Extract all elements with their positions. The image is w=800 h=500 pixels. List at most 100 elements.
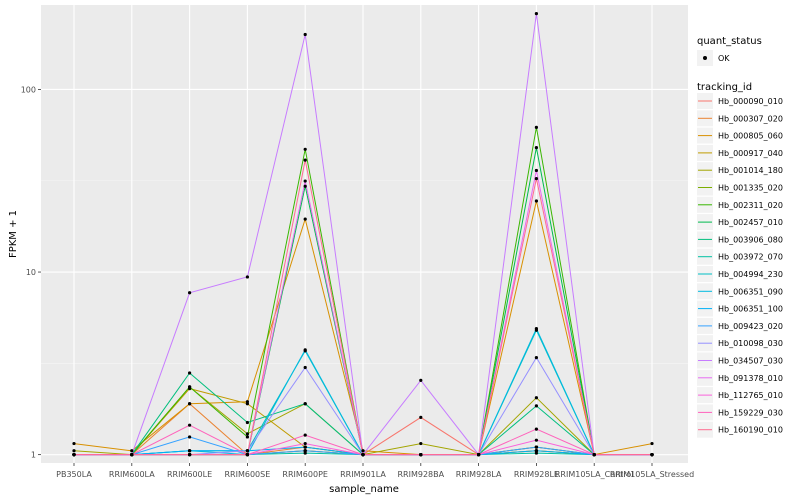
x-tick-label: PB350LA [56,470,92,479]
data-point-Hb_003972_070 [303,451,307,455]
legend-label: Hb_004994_230 [718,270,783,279]
data-point-Hb_010098_030 [245,449,249,453]
y-tick-label: 100 [21,85,36,94]
data-point-Hb_000805_060 [303,217,307,221]
x-tick-label: RRIM105LA_Control [555,470,634,479]
data-point-Hb_006351_100 [188,449,192,453]
data-point-Hb_160190_010 [361,453,365,457]
data-point-Hb_160190_010 [245,453,249,457]
legend-label: Hb_006351_100 [718,305,783,314]
data-point-Hb_160190_010 [534,176,539,181]
legend-label: Hb_112765_010 [718,391,783,400]
x-axis-title: sample_name [329,484,399,495]
data-point-Hb_002311_020 [188,385,192,389]
data-point-Hb_002457_010 [534,146,539,150]
y-axis-ticks: 1 10 100 [21,85,41,460]
x-tick-label: RRIM600PE [282,470,328,479]
data-point-Hb_001014_180 [534,396,539,400]
x-tick-label: RRIM928LE [514,470,559,479]
data-point-Hb_160190_010 [419,453,423,457]
data-point-Hb_034507_030 [188,291,192,295]
data-point-Hb_160190_010 [303,158,307,162]
legend-label: Hb_009423_020 [718,322,783,331]
data-point-Hb_010098_030 [303,365,307,370]
legend-label: Hb_010098_030 [718,339,783,348]
data-point-Hb_001014_180 [419,441,423,446]
legend: quant_status OK tracking_id Hb_000090_01… [697,36,783,438]
data-point-Hb_000805_060 [188,402,192,406]
legend-label: Hb_091378_010 [718,374,783,383]
data-point-Hb_159229_030 [534,427,539,431]
data-point-Hb_006351_090 [534,327,539,331]
legend-label: Hb_000090_010 [718,97,783,106]
data-point-Hb_009423_020 [534,445,539,449]
data-point-Hb_160190_010 [72,453,76,457]
data-point-Hb_112765_010 [534,438,539,442]
data-point-Hb_002311_020 [245,435,249,439]
data-point-Hb_112765_010 [303,441,307,446]
data-point-Hb_000805_060 [130,449,134,453]
data-point-Hb_003906_080 [245,420,249,425]
data-point-Hb_000917_040 [245,402,249,406]
data-point-Hb_003906_080 [303,402,307,406]
legend-label: Hb_006351_090 [718,287,783,296]
data-point-Hb_159229_030 [303,433,307,437]
data-point-Hb_034507_030 [303,32,307,37]
data-point-Hb_002457_010 [303,184,307,188]
legend-label: Hb_000917_040 [718,149,783,158]
data-point-Hb_001014_180 [245,432,249,436]
data-point-Hb_160190_010 [477,453,481,457]
data-point-Hb_034507_030 [245,275,249,279]
legend-label: Hb_001335_020 [718,184,783,193]
legend-items: Hb_000090_010 Hb_000307_020 Hb_000805_060 H… [697,93,783,438]
x-tick-label: RRIM928BA [397,470,444,479]
plot-panel [41,5,688,463]
data-point-Hb_000805_060 [72,441,76,446]
x-tick-label: RRIM901LA [340,470,386,479]
minor-gridlines [41,180,688,364]
legend-label: Hb_003972_070 [718,253,783,262]
legend-label: Hb_034507_030 [718,357,783,366]
y-tick-label: 1 [31,451,36,460]
x-tick-label: RRIM600LA [109,470,155,479]
legend-point-title: quant_status [697,36,762,47]
legend-color-title: tracking_id [697,82,752,93]
legend-label: Hb_001014_180 [718,166,783,175]
data-point-Hb_006351_090 [303,348,307,352]
data-point-Hb_003906_080 [188,371,192,375]
data-point-Hb_003972_070 [534,451,539,455]
data-point-Hb_003906_080 [534,404,539,408]
data-point-Hb_000090_010 [419,415,423,419]
x-tick-label: RRIM928LA [456,470,502,479]
data-point-Hb_034507_030 [534,12,539,16]
data-point-Hb_159229_030 [188,423,192,427]
legend-label: Hb_002457_010 [718,218,783,227]
series-points [72,12,654,457]
x-tick-label: RRIM105LA_Stressed [610,470,694,479]
data-point-Hb_000805_060 [534,199,539,203]
data-point-Hb_160190_010 [188,453,192,457]
legend-label: Hb_002311_020 [718,201,783,210]
data-point-Hb_002311_020 [534,125,539,129]
legend-label: Hb_003906_080 [718,235,783,244]
data-point-Hb_034507_030 [419,378,423,383]
legend-point-label: OK [718,54,730,63]
legend-label: Hb_159229_030 [718,408,783,417]
data-point-Hb_160190_010 [592,453,596,457]
legend-label: Hb_000307_020 [718,114,783,123]
legend-label: Hb_160190_010 [718,426,783,435]
data-point-Hb_160190_010 [130,453,134,457]
data-point-Hb_010098_030 [534,355,539,360]
x-axis-ticks: PB350LA RRIM600LA RRIM600LE RRIM600SE RRIM60… [56,463,694,479]
data-point-Hb_001014_180 [72,449,76,453]
legend-label: Hb_000805_060 [718,132,783,141]
data-point-Hb_000805_060 [361,449,365,453]
data-point-Hb_002311_020 [303,147,307,151]
major-gridlines [41,5,688,463]
x-tick-label: RRIM600SE [225,470,271,479]
x-tick-label: RRIM600LE [167,470,212,479]
data-point-Hb_091378_010 [303,179,307,183]
y-axis-title: FPKM + 1 [8,210,19,258]
data-point-Hb_006351_100 [303,445,307,449]
